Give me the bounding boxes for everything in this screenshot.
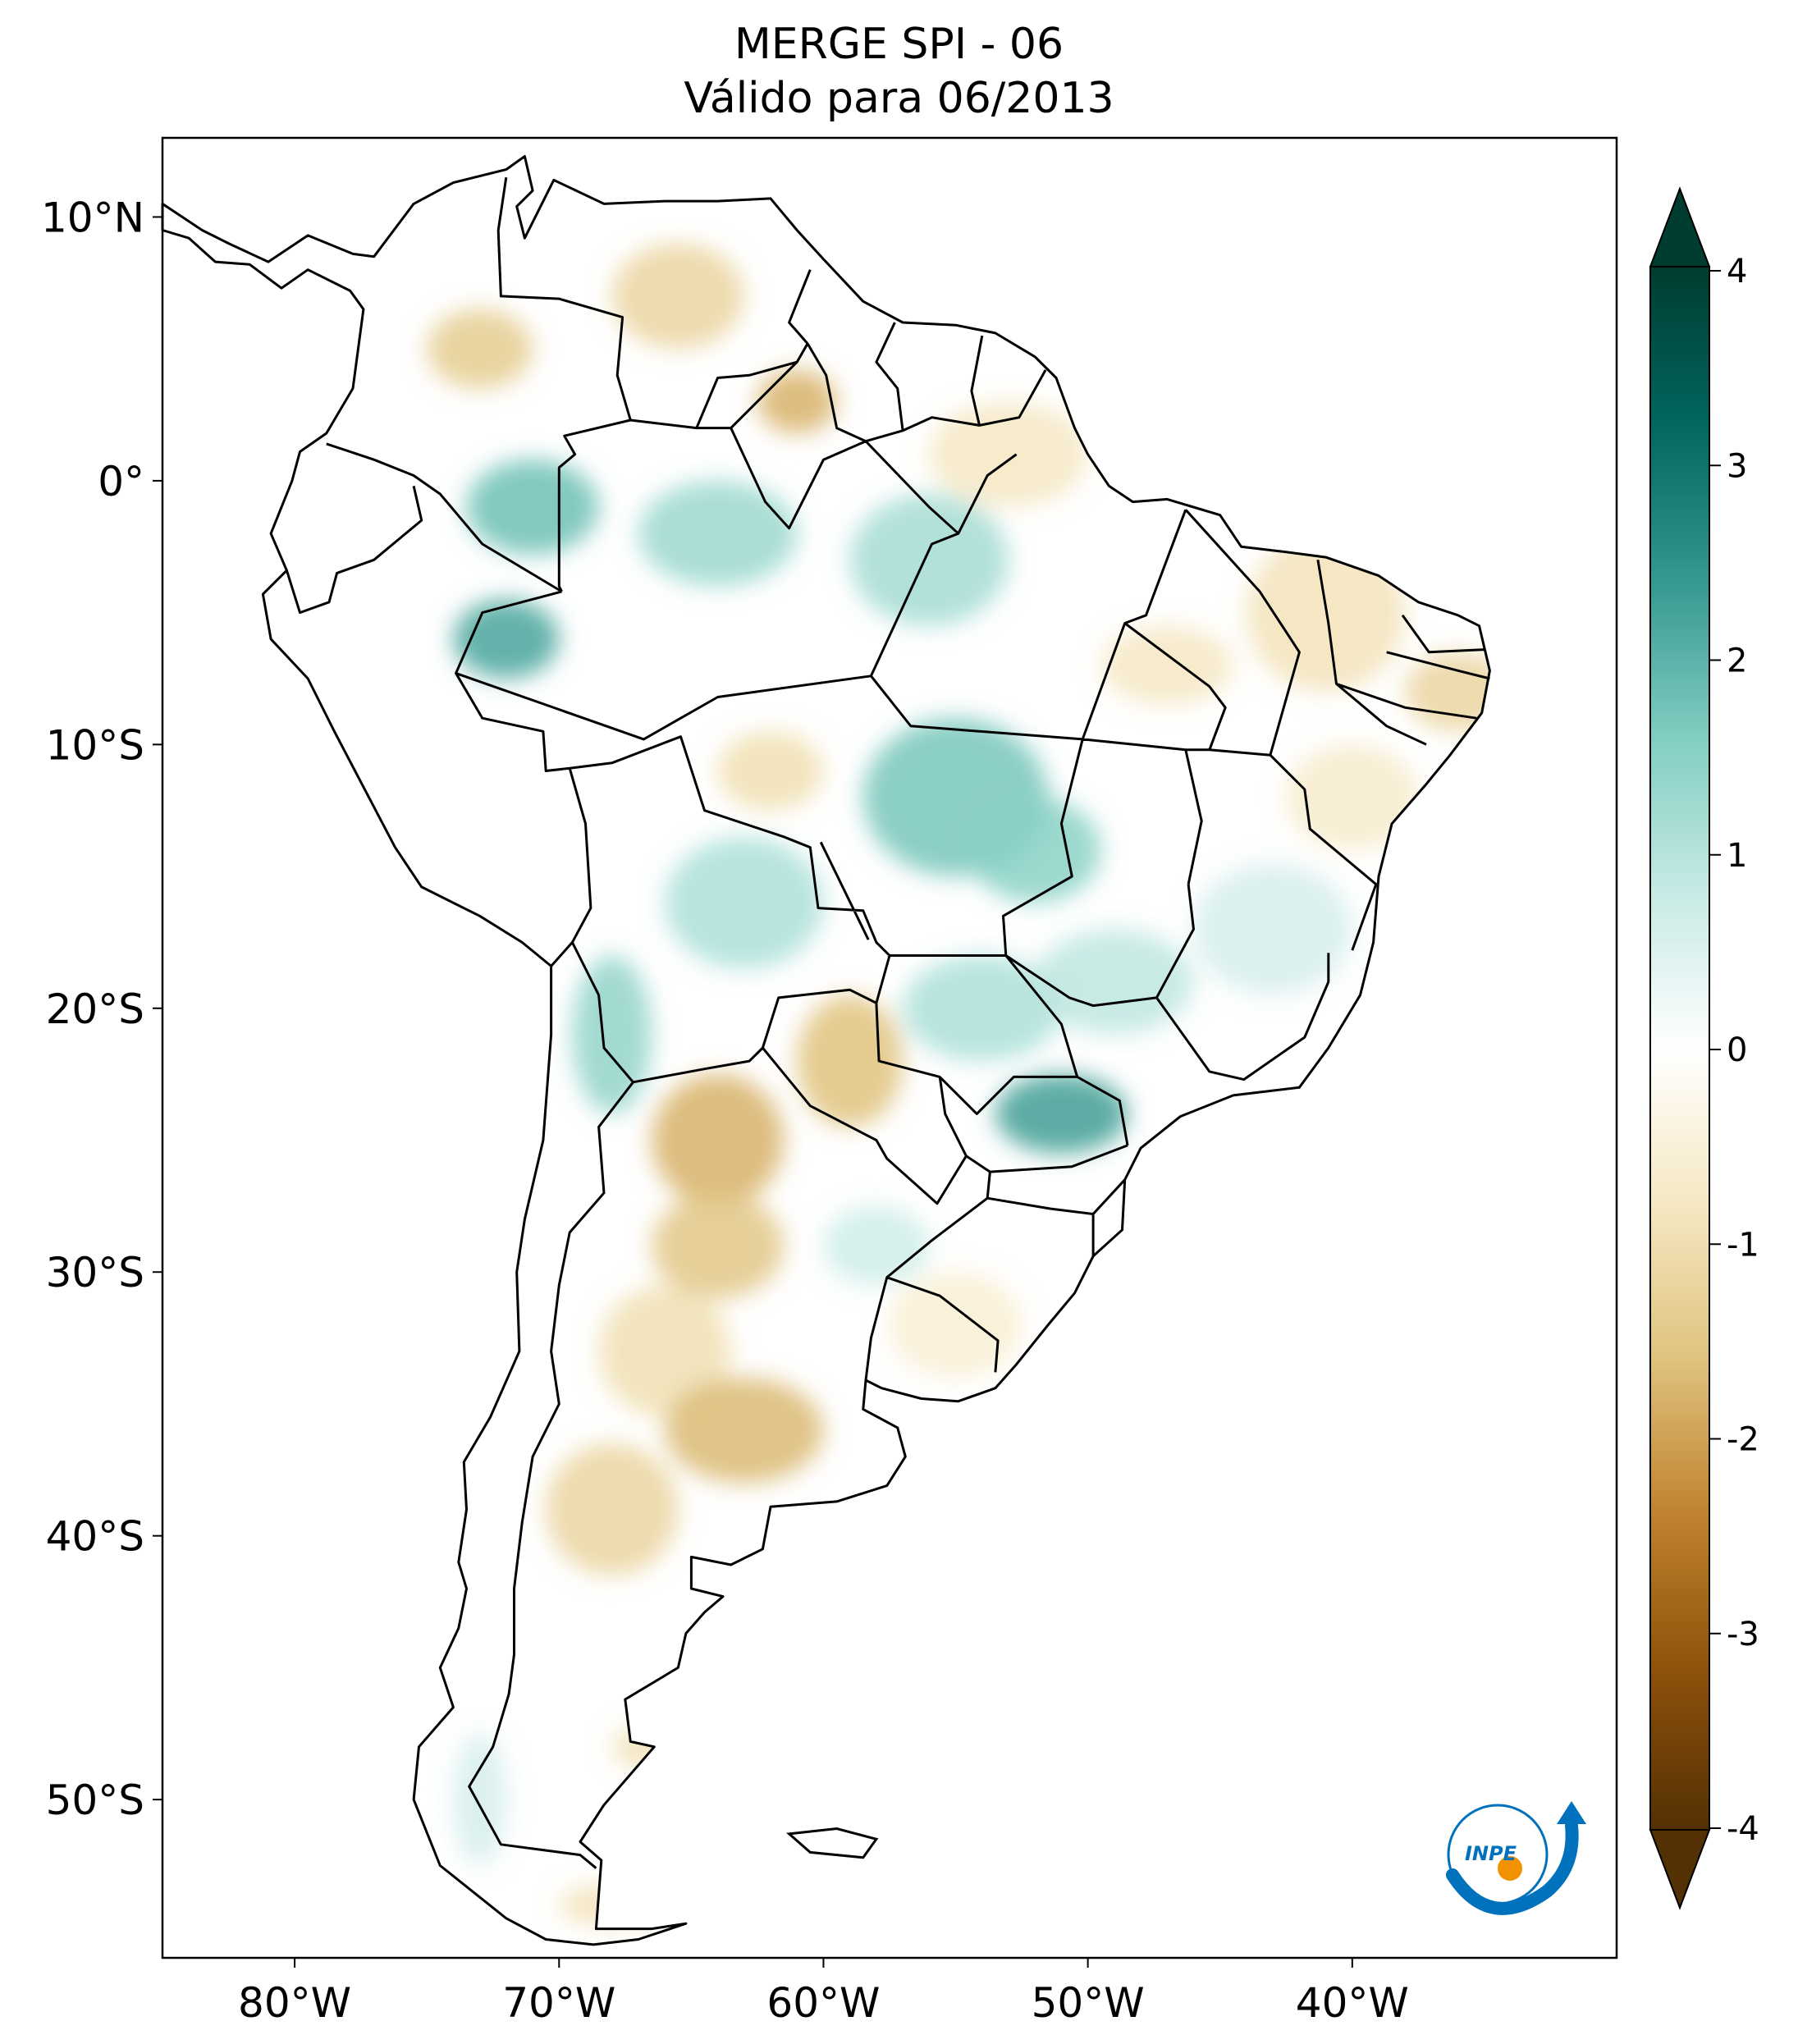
lon-tick-label: 40°W: [1296, 1979, 1409, 2027]
map-frame: [161, 136, 1618, 1959]
colorbar-tick-label: -2: [1727, 1421, 1759, 1459]
anomaly-patch: [1035, 929, 1194, 1035]
anomaly-patch: [1100, 625, 1233, 706]
latitude-axis: 10°N 0° 10°S 20°S 30°S 40°S 50°S: [41, 194, 162, 1824]
country-and-state-borders: [285, 176, 1490, 1869]
colorbar-ticks: 4 3 2 1 0 -1 -2 -3 -4: [1709, 253, 1759, 1848]
anomaly-patch: [466, 460, 599, 555]
lat-tick-label: 50°S: [46, 1776, 144, 1824]
colorbar-tick-label: -1: [1727, 1226, 1759, 1264]
anomaly-patch: [1286, 744, 1419, 850]
longitude-axis: 80°W 70°W 60°W 50°W 40°W: [238, 1958, 1409, 2027]
logo-swoosh: [1446, 1819, 1579, 1915]
map-title: MERGE SPI - 06: [734, 20, 1064, 69]
anomaly-patch: [611, 243, 744, 350]
anomaly-patch: [546, 1443, 679, 1575]
coastline: [161, 155, 1491, 1946]
anomaly-patch: [598, 1285, 731, 1418]
anomaly-patch: [968, 797, 1101, 903]
anomaly-patch: [890, 1272, 1023, 1378]
anomaly-patch: [427, 309, 533, 389]
lat-tick-label: 30°S: [46, 1249, 144, 1296]
colorbar-tick-label: 3: [1727, 447, 1747, 485]
map-subtitle: Válido para 06/2013: [684, 74, 1114, 123]
falkland-islands: [786, 1827, 879, 1859]
lon-tick-label: 60°W: [766, 1979, 880, 2027]
anomaly-patch: [572, 955, 652, 1114]
logo-orange-dot: [1498, 1856, 1522, 1881]
anomaly-patch: [823, 1205, 930, 1286]
colorbar-upper-triangle: [1649, 186, 1711, 268]
colorbar: 4 3 2 1 0 -1 -2 -3 -4: [1649, 186, 1759, 1910]
lat-tick-label: 40°S: [46, 1513, 144, 1561]
anomaly-patch: [757, 369, 837, 434]
colorbar-tick-label: 2: [1727, 642, 1747, 680]
anomaly-patch: [717, 731, 824, 811]
logo-text: INPE: [1465, 1842, 1517, 1865]
lat-tick-label: 10°S: [46, 721, 144, 769]
anomaly-patch: [652, 1192, 785, 1299]
anomaly-patch: [929, 401, 1088, 508]
anomaly-patch: [903, 955, 1062, 1062]
anomaly-patch: [453, 599, 560, 679]
logo-arrow-head: [1557, 1801, 1586, 1824]
colorbar-tick-label: 1: [1727, 837, 1747, 875]
lat-tick-label: 0°: [98, 458, 144, 505]
anomaly-patch: [849, 493, 1009, 626]
colorbar-tick-label: 0: [1727, 1031, 1747, 1069]
anomaly-patch: [665, 1377, 824, 1484]
lon-tick-label: 70°W: [502, 1979, 615, 2027]
anomaly-patch: [995, 1074, 1128, 1154]
colorbar-tick-label: -3: [1727, 1616, 1759, 1653]
colorbar-lower-triangle: [1649, 1829, 1711, 1910]
anomaly-patch: [638, 480, 798, 587]
lon-tick-label: 50°W: [1032, 1979, 1145, 2027]
colorbar-tick-label: -4: [1727, 1810, 1759, 1848]
inpe-logo: INPE: [1446, 1801, 1586, 1915]
anomaly-patch: [453, 1733, 506, 1866]
lon-tick-label: 80°W: [238, 1979, 351, 2027]
falkland-island: [786, 1827, 879, 1859]
anomaly-patch: [1193, 862, 1352, 995]
lat-tick-label: 20°S: [46, 985, 144, 1033]
lat-tick-label: 10°N: [41, 194, 144, 241]
anomaly-patch: [652, 1074, 785, 1206]
colorbar-tick-label: 4: [1727, 253, 1747, 290]
colorbar-bar: [1649, 266, 1710, 1831]
anomaly-patch: [665, 836, 824, 969]
